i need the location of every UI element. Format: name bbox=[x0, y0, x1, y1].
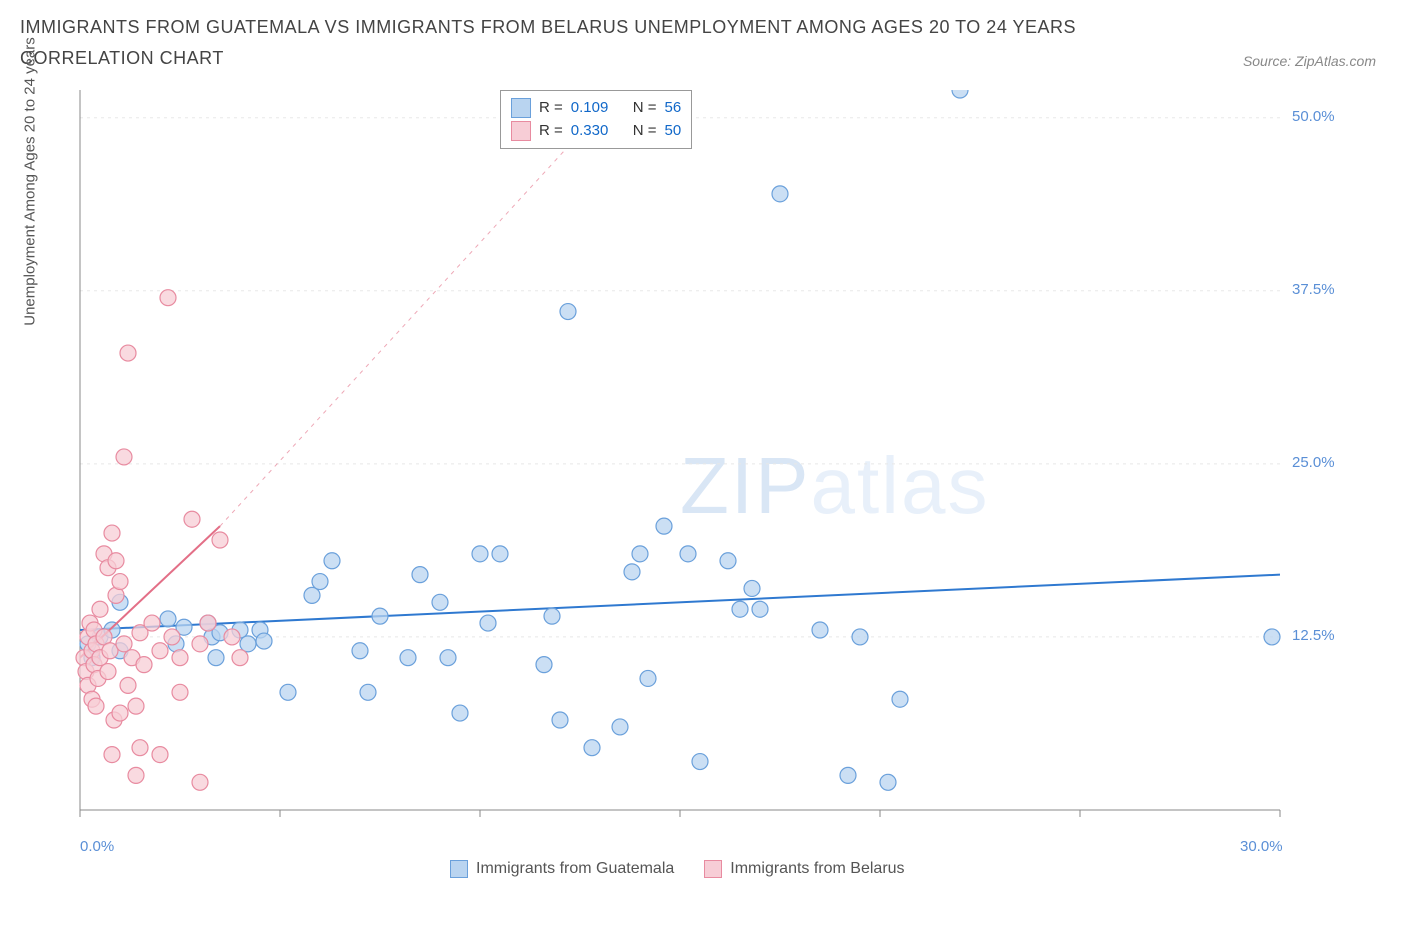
legend-n-value: 56 bbox=[665, 97, 682, 120]
legend-r-label: R = bbox=[539, 97, 563, 120]
x-tick-label: 0.0% bbox=[80, 838, 114, 855]
series-legend-item: Immigrants from Belarus bbox=[704, 860, 904, 878]
legend-n-label: N = bbox=[633, 120, 657, 143]
y-tick-label: 25.0% bbox=[1292, 454, 1335, 471]
chart-source: Source: ZipAtlas.com bbox=[1243, 53, 1386, 73]
scatter-plot bbox=[70, 90, 1350, 830]
chart-title: IMMIGRANTS FROM GUATEMALA VS IMMIGRANTS … bbox=[20, 12, 1170, 73]
y-tick-label: 37.5% bbox=[1292, 281, 1335, 298]
legend-n-value: 50 bbox=[665, 120, 682, 143]
legend-r-label: R = bbox=[539, 120, 563, 143]
series-legend-item: Immigrants from Guatemala bbox=[450, 860, 674, 878]
series-label: Immigrants from Belarus bbox=[730, 860, 904, 878]
y-tick-label: 12.5% bbox=[1292, 627, 1335, 644]
chart-container: Unemployment Among Ages 20 to 24 years Z… bbox=[40, 90, 1380, 850]
series-label: Immigrants from Guatemala bbox=[476, 860, 674, 878]
legend-row: R = 0.330 N = 50 bbox=[511, 120, 681, 143]
legend-r-value: 0.109 bbox=[571, 97, 625, 120]
x-tick-label: 30.0% bbox=[1240, 838, 1283, 855]
correlation-legend: R = 0.109 N = 56 R = 0.330 N = 50 bbox=[500, 90, 692, 149]
legend-swatch bbox=[511, 98, 531, 118]
y-tick-label: 50.0% bbox=[1292, 108, 1335, 125]
legend-r-value: 0.330 bbox=[571, 120, 625, 143]
legend-swatch bbox=[704, 860, 722, 878]
series-legend: Immigrants from Guatemala Immigrants from… bbox=[450, 860, 905, 878]
legend-swatch bbox=[511, 121, 531, 141]
legend-swatch bbox=[450, 860, 468, 878]
legend-n-label: N = bbox=[633, 97, 657, 120]
y-axis-label: Unemployment Among Ages 20 to 24 years bbox=[22, 37, 39, 326]
legend-row: R = 0.109 N = 56 bbox=[511, 97, 681, 120]
